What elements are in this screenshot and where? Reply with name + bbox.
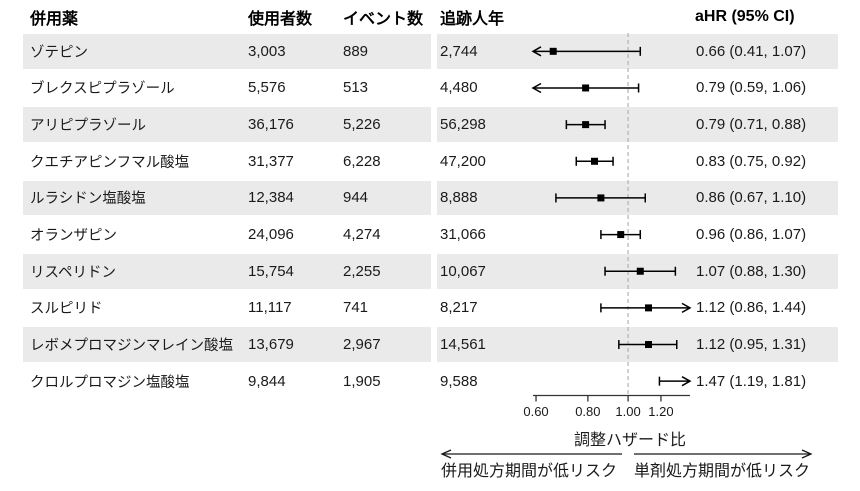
drug-name-cell: オランザピン xyxy=(30,228,117,245)
person-years-cell: 9,588 xyxy=(440,372,478,390)
person-years-cell: 8,217 xyxy=(440,299,478,317)
person-years-cell: 8,888 xyxy=(440,189,478,207)
table-row: ブレクスピプラゾール 5,576 513 4,480 0.79 (0.59, 1.06) xyxy=(0,70,860,107)
table-row: ゾテピン 3,003 889 2,744 0.66 (0.41, 1.07) xyxy=(0,33,860,70)
row-stripe xyxy=(23,180,431,216)
drug-name-cell: ブレクスピプラゾール xyxy=(30,81,175,98)
person-years-cell: 31,066 xyxy=(440,226,486,244)
axis-tick-label: 0.80 xyxy=(575,404,600,419)
column-header-events: イベント数 xyxy=(343,10,424,28)
users-cell: 9,844 xyxy=(248,372,286,390)
ahr-ci-cell: 0.66 (0.41, 1.07) xyxy=(696,42,807,60)
person-years-cell: 56,298 xyxy=(440,116,486,134)
person-years-cell: 14,561 xyxy=(440,336,486,353)
ahr-ci-cell: 0.96 (0.86, 1.07) xyxy=(696,226,807,244)
events-cell: 5,226 xyxy=(343,116,381,134)
table-row: オランザピン 24,096 4,274 31,066 0.96 (0.86, 1.07) xyxy=(0,216,860,253)
ahr-ci-cell: 1.12 (0.86, 1.44) xyxy=(696,299,807,317)
drug-name-cell: ルラシドン塩酸塩 xyxy=(30,191,146,208)
users-cell: 13,679 xyxy=(248,336,294,353)
person-years-cell: 4,480 xyxy=(440,79,478,97)
events-cell: 944 xyxy=(343,189,369,207)
drug-name-cell: アリピプラゾール xyxy=(30,118,146,135)
column-header-users: 使用者数 xyxy=(248,10,313,28)
column-header-drug: 併用薬 xyxy=(30,10,79,28)
events-cell: 1,905 xyxy=(343,372,381,390)
users-cell: 12,384 xyxy=(248,189,294,207)
axis-tick-label: 0.60 xyxy=(523,404,548,419)
users-cell: 24,096 xyxy=(248,226,294,244)
person-years-cell: 47,200 xyxy=(440,152,486,170)
events-cell: 2,967 xyxy=(343,336,381,353)
users-cell: 5,576 xyxy=(248,79,286,97)
column-header-person-years: 追跡人年 xyxy=(440,10,505,28)
users-cell: 36,176 xyxy=(248,116,294,134)
table-row: アリピプラゾール 36,176 5,226 56,298 0.79 (0.71, 0.8… xyxy=(0,106,860,143)
direction-label-right: 単剤処方期間が低リスク xyxy=(634,463,811,480)
table-row: レボメプロマジンマレイン酸塩 13,679 2,967 14,561 1.12 (0.9… xyxy=(0,326,860,363)
axis-tick-label: 1.00 xyxy=(615,404,640,419)
row-stripe xyxy=(23,34,431,69)
direction-label-left: 併用処方期間が低リスク xyxy=(441,463,618,480)
events-cell: 6,228 xyxy=(343,152,381,170)
events-cell: 741 xyxy=(343,299,369,317)
events-cell: 513 xyxy=(343,79,369,97)
events-cell: 4,274 xyxy=(343,226,381,244)
users-cell: 15,754 xyxy=(248,262,294,280)
x-axis-title: 調整ハザード比 xyxy=(573,432,686,449)
table-row: ルラシドン塩酸塩 12,384 944 8,888 0.86 (0.67, 1.10) xyxy=(0,180,860,217)
ahr-ci-cell: 1.07 (0.88, 1.30) xyxy=(696,262,807,280)
drug-name-cell: クエチアピンフマル酸塩 xyxy=(30,154,190,171)
ahr-ci-cell: 0.83 (0.75, 0.92) xyxy=(696,152,807,170)
axis-tick-label: 1.20 xyxy=(648,404,673,419)
events-cell: 2,255 xyxy=(343,262,381,280)
users-cell: 3,003 xyxy=(248,42,286,60)
users-cell: 11,117 xyxy=(248,299,292,317)
table-row: クエチアピンフマル酸塩 31,377 6,228 47,200 0.83 (0.75, … xyxy=(0,143,860,180)
row-stripe xyxy=(437,107,838,142)
ahr-ci-cell: 0.79 (0.59, 1.06) xyxy=(696,79,807,97)
ahr-ci-cell: 1.47 (1.19, 1.81) xyxy=(696,372,807,390)
table-row: スルピリド 11,117 741 8,217 1.12 (0.86, 1.44) xyxy=(0,290,860,327)
drug-name-cell: リスペリドン xyxy=(30,264,116,281)
table-row: リスペリドン 15,754 2,255 10,067 1.07 (0.88, 1.30) xyxy=(0,253,860,290)
person-years-cell: 10,067 xyxy=(440,262,486,280)
row-stripe xyxy=(23,107,431,142)
person-years-cell: 2,744 xyxy=(440,42,478,60)
row-stripe xyxy=(23,253,431,289)
row-stripe xyxy=(23,327,431,362)
table-row: クロルプロマジン塩酸塩 9,844 1,905 9,588 1.47 (1.19, 1.… xyxy=(0,363,860,400)
drug-name-cell: レボメプロマジンマレイン酸塩 xyxy=(30,338,233,354)
users-cell: 31,377 xyxy=(248,152,294,170)
column-header-ahr: aHR (95% CI) xyxy=(695,7,795,25)
drug-name-cell: ゾテピン xyxy=(30,44,88,61)
drug-name-cell: スルピリド xyxy=(30,301,103,318)
ahr-ci-cell: 0.86 (0.67, 1.10) xyxy=(696,189,807,207)
events-cell: 889 xyxy=(343,42,369,60)
ahr-ci-cell: 1.12 (0.95, 1.31) xyxy=(696,336,807,353)
drug-name-cell: クロルプロマジン塩酸塩 xyxy=(30,374,190,391)
ahr-ci-cell: 0.79 (0.71, 0.88) xyxy=(696,116,807,134)
